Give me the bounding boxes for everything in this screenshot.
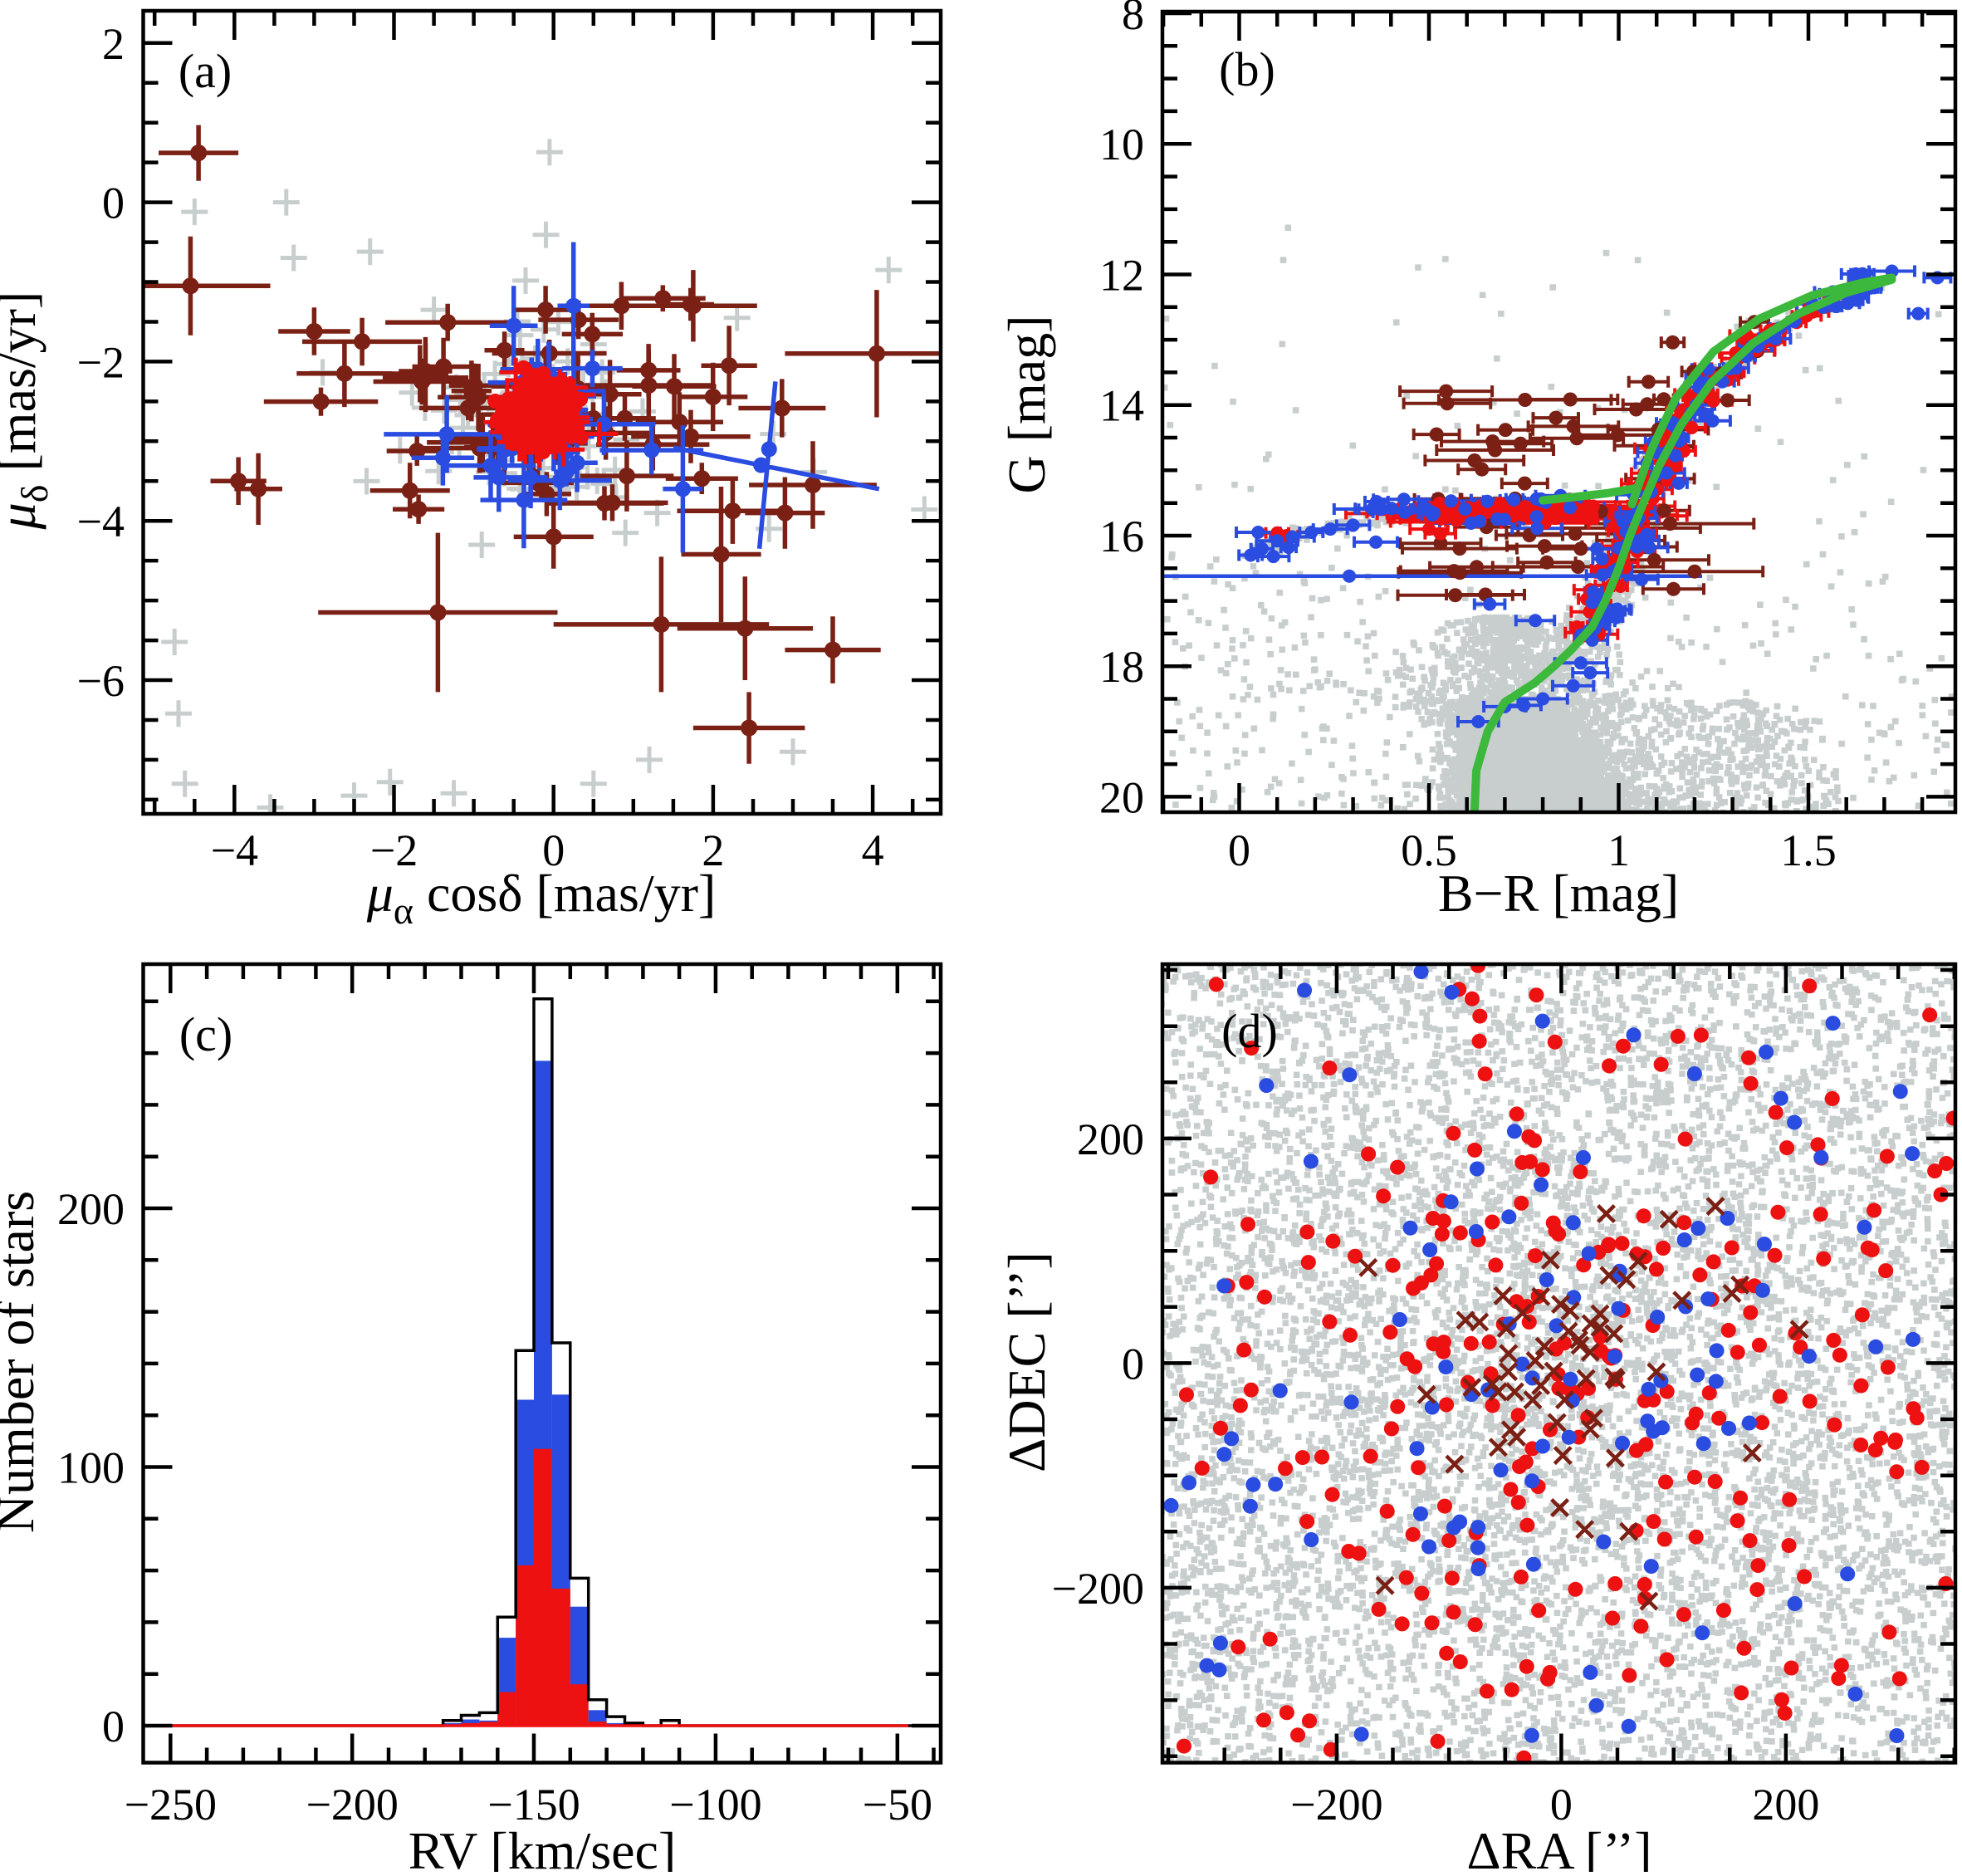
svg-text:14: 14 — [1099, 381, 1144, 431]
svg-text:−2: −2 — [77, 337, 125, 387]
svg-text:−50: −50 — [863, 1780, 932, 1829]
svg-text:−4: −4 — [211, 825, 258, 875]
svg-text:12: 12 — [1099, 251, 1144, 301]
svg-text:0: 0 — [102, 1702, 125, 1751]
svg-text:−6: −6 — [77, 656, 125, 706]
svg-text:200: 200 — [1752, 1780, 1819, 1829]
svg-text:0: 0 — [542, 825, 565, 875]
svg-text:2: 2 — [702, 825, 724, 875]
svg-text:18: 18 — [1099, 642, 1144, 692]
svg-text:μδ [mas/yr]: μδ [mas/yr] — [0, 291, 56, 531]
svg-text:−200: −200 — [1290, 1780, 1382, 1829]
svg-text:2: 2 — [102, 19, 125, 69]
svg-text:Number of stars: Number of stars — [0, 1191, 45, 1533]
svg-text:−4: −4 — [77, 497, 125, 546]
svg-text:10: 10 — [1099, 120, 1144, 169]
svg-text:−150: −150 — [487, 1780, 580, 1829]
svg-text:4: 4 — [862, 825, 884, 875]
svg-text:−200: −200 — [306, 1780, 398, 1829]
svg-text:−2: −2 — [370, 825, 418, 875]
svg-text:G [mag]: G [mag] — [997, 315, 1056, 493]
svg-text:200: 200 — [1077, 1114, 1144, 1164]
svg-text:200: 200 — [57, 1184, 125, 1234]
svg-text:100: 100 — [57, 1443, 125, 1493]
svg-text:8: 8 — [1122, 0, 1144, 39]
svg-text:ΔDEC [’’]: ΔDEC [’’] — [997, 1251, 1056, 1472]
svg-text:−250: −250 — [125, 1780, 217, 1829]
svg-text:0: 0 — [1122, 1339, 1144, 1389]
svg-text:μα cosδ [mas/yr]: μα cosδ [mas/yr] — [366, 864, 717, 932]
svg-text:0.5: 0.5 — [1401, 825, 1457, 875]
svg-text:0: 0 — [1228, 825, 1250, 875]
svg-text:0: 0 — [102, 179, 125, 228]
svg-text:1.5: 1.5 — [1780, 825, 1837, 875]
svg-text:ΔRA [’’]: ΔRA [’’] — [1466, 1821, 1651, 1872]
svg-text:1: 1 — [1607, 825, 1630, 875]
svg-text:RV [km/sec]: RV [km/sec] — [409, 1821, 677, 1872]
svg-text:(a): (a) — [179, 44, 232, 98]
svg-text:(c): (c) — [179, 1007, 232, 1061]
svg-text:0: 0 — [1550, 1780, 1573, 1829]
svg-text:−200: −200 — [1052, 1564, 1144, 1614]
svg-text:16: 16 — [1099, 512, 1144, 561]
svg-text:20: 20 — [1099, 772, 1144, 822]
svg-text:(d): (d) — [1221, 1004, 1278, 1058]
svg-text:−100: −100 — [669, 1780, 761, 1829]
svg-text:(b): (b) — [1219, 42, 1275, 96]
svg-text:B−R [mag]: B−R [mag] — [1438, 864, 1679, 923]
